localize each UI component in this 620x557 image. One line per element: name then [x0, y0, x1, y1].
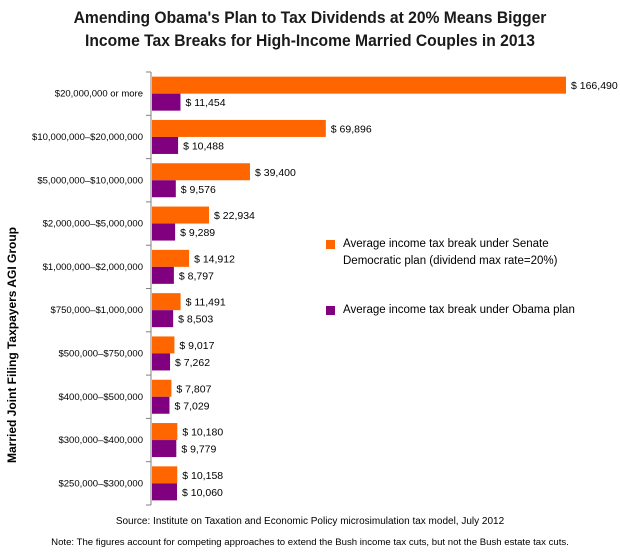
data-label-senate: $ 14,912 — [194, 253, 235, 265]
bar-obama — [152, 396, 170, 414]
data-label-senate: $ 39,400 — [255, 167, 296, 179]
data-label-obama: $ 8,797 — [179, 270, 214, 282]
bar-obama — [152, 180, 176, 198]
bar-obama — [152, 136, 179, 154]
legend-item-obama: Average income tax break under Obama pla… — [326, 302, 596, 319]
legend-swatch-obama — [326, 306, 335, 315]
chart-title-line-2: Income Tax Breaks for High-Income Marrie… — [85, 31, 535, 50]
data-label-obama: $ 8,503 — [178, 314, 213, 326]
data-label-obama: $ 10,488 — [183, 140, 224, 152]
legend-item-senate: Average income tax break under Senate De… — [326, 236, 596, 270]
data-label-obama: $ 7,262 — [175, 357, 210, 369]
data-label-senate: $ 9,017 — [179, 340, 214, 352]
category-label: $1,000,000–$2,000,000 — [43, 262, 143, 273]
category-label: $750,000–$1,000,000 — [51, 305, 143, 316]
category-label: $2,000,000–$5,000,000 — [43, 219, 143, 230]
category-label: $500,000–$750,000 — [58, 348, 143, 359]
bar-obama — [152, 223, 176, 241]
category-label: $250,000–$300,000 — [58, 478, 143, 489]
legend-label-senate: Average income tax break under Senate De… — [343, 238, 558, 267]
bar-senate — [152, 76, 566, 94]
bar-senate — [152, 293, 181, 311]
category-label: $400,000–$500,000 — [58, 392, 143, 403]
data-label-senate: $ 10,180 — [182, 427, 223, 439]
data-label-senate: $ 10,158 — [182, 470, 223, 482]
bar-obama — [152, 353, 171, 371]
data-label-senate: $ 11,491 — [186, 297, 226, 309]
bar-obama — [152, 93, 181, 111]
data-label-senate: $ 7,807 — [176, 383, 211, 395]
data-label-obama: $ 11,454 — [185, 97, 225, 109]
bar-senate — [152, 249, 190, 267]
chart-title-line-1: Amending Obama's Plan to Tax Dividends a… — [73, 8, 547, 27]
bar-obama — [152, 440, 177, 458]
chart-title: Amending Obama's Plan to Tax Dividends a… — [25, 6, 595, 52]
data-label-obama: $ 10,060 — [182, 487, 223, 499]
category-label: $20,000,000 or more — [55, 89, 143, 100]
bar-senate — [152, 336, 175, 354]
bar-senate — [152, 379, 172, 397]
bar-obama — [152, 266, 174, 284]
legend-swatch-senate — [326, 240, 335, 249]
bar-senate — [152, 466, 178, 484]
bar-senate — [152, 119, 326, 137]
category-label: $10,000,000–$20,000,000 — [32, 132, 143, 143]
footnote: Note: The figures account for competing … — [51, 537, 569, 548]
data-label-obama: $ 9,289 — [180, 227, 215, 239]
bar-senate — [152, 423, 178, 441]
category-label: $5,000,000–$10,000,000 — [37, 175, 143, 186]
category-label: $300,000–$400,000 — [58, 435, 143, 446]
source-note: Source: Institute on Taxation and Econom… — [115, 516, 505, 527]
bar-senate — [152, 206, 210, 224]
legend-label-obama: Average income tax break under Obama pla… — [343, 304, 575, 316]
bar-obama — [152, 310, 174, 328]
bar-obama — [152, 483, 178, 501]
data-label-senate: $ 166,490 — [571, 80, 618, 92]
data-label-senate: $ 22,934 — [214, 210, 255, 222]
y-axis-title-text: Married Joint Filing Taxpayers AGI Group — [5, 226, 19, 464]
data-label-obama: $ 9,779 — [181, 444, 216, 456]
data-label-senate: $ 69,896 — [331, 123, 372, 135]
data-label-obama: $ 7,029 — [174, 400, 209, 412]
bar-senate — [152, 163, 250, 181]
data-label-obama: $ 9,576 — [181, 184, 216, 196]
